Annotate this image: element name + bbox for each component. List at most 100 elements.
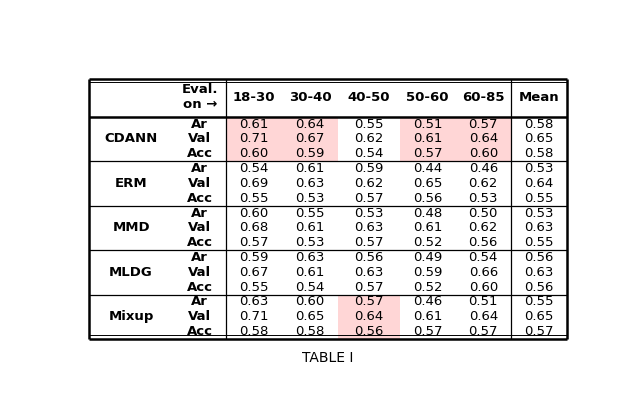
Text: 0.53: 0.53 [295, 192, 324, 205]
Text: 0.56: 0.56 [354, 251, 383, 264]
Text: 0.57: 0.57 [413, 325, 442, 338]
Text: 0.57: 0.57 [413, 147, 442, 160]
Text: Acc: Acc [187, 192, 212, 205]
Text: 0.53: 0.53 [354, 206, 383, 219]
Text: 0.63: 0.63 [296, 251, 324, 264]
Text: Ar: Ar [191, 162, 208, 175]
Bar [227, 131, 282, 146]
Text: 0.67: 0.67 [239, 266, 269, 279]
Bar [338, 324, 399, 339]
Text: 0.61: 0.61 [296, 221, 324, 234]
Text: 0.59: 0.59 [413, 266, 442, 279]
Text: 0.63: 0.63 [524, 266, 554, 279]
Bar [282, 146, 338, 161]
Text: 0.55: 0.55 [239, 281, 269, 294]
Text: 0.64: 0.64 [525, 177, 554, 190]
Text: 0.62: 0.62 [354, 177, 383, 190]
Text: on →: on → [182, 98, 217, 111]
Text: 0.53: 0.53 [468, 192, 498, 205]
Text: 0.48: 0.48 [413, 206, 442, 219]
Bar [456, 117, 511, 131]
Text: 0.46: 0.46 [468, 162, 498, 175]
Text: 0.60: 0.60 [296, 296, 324, 309]
Text: 0.60: 0.60 [468, 281, 498, 294]
Text: ERM: ERM [115, 177, 147, 190]
Text: 0.60: 0.60 [239, 147, 269, 160]
Text: 0.61: 0.61 [413, 132, 442, 146]
Text: 0.58: 0.58 [524, 147, 554, 160]
Text: 0.57: 0.57 [354, 192, 383, 205]
Text: 0.62: 0.62 [468, 221, 498, 234]
Text: 0.54: 0.54 [354, 147, 383, 160]
Text: 0.55: 0.55 [524, 192, 554, 205]
Text: 0.59: 0.59 [354, 162, 383, 175]
Text: 0.50: 0.50 [468, 206, 498, 219]
Text: 0.56: 0.56 [524, 281, 554, 294]
Bar [338, 294, 399, 309]
Text: 0.59: 0.59 [296, 147, 324, 160]
Text: 0.56: 0.56 [524, 251, 554, 264]
Text: 0.61: 0.61 [413, 310, 442, 323]
Text: 0.65: 0.65 [413, 177, 442, 190]
Text: 0.57: 0.57 [354, 296, 383, 309]
Text: 30-40: 30-40 [289, 91, 332, 104]
Text: 0.65: 0.65 [524, 132, 554, 146]
Text: Ar: Ar [191, 251, 208, 264]
Text: TABLE I: TABLE I [302, 351, 354, 364]
Text: 40-50: 40-50 [348, 91, 390, 104]
Text: Val: Val [188, 310, 211, 323]
Text: 0.53: 0.53 [524, 162, 554, 175]
Text: 0.57: 0.57 [354, 236, 383, 249]
Text: Mean: Mean [519, 91, 559, 104]
Text: Ar: Ar [191, 296, 208, 309]
Text: 0.63: 0.63 [296, 177, 324, 190]
Text: 0.64: 0.64 [354, 310, 383, 323]
Text: Val: Val [188, 221, 211, 234]
Text: 0.61: 0.61 [296, 266, 324, 279]
Bar [399, 131, 456, 146]
Text: 0.67: 0.67 [296, 132, 324, 146]
Text: 0.52: 0.52 [413, 281, 442, 294]
Text: 0.55: 0.55 [354, 118, 383, 131]
Text: 0.57: 0.57 [524, 325, 554, 338]
Text: Acc: Acc [187, 325, 212, 338]
Text: Val: Val [188, 177, 211, 190]
Text: 0.63: 0.63 [239, 296, 269, 309]
Text: Val: Val [188, 266, 211, 279]
Text: 0.56: 0.56 [354, 325, 383, 338]
Text: 0.63: 0.63 [524, 221, 554, 234]
Text: 0.56: 0.56 [468, 236, 498, 249]
Text: 0.64: 0.64 [468, 132, 498, 146]
Text: 50-60: 50-60 [406, 91, 449, 104]
Bar [399, 146, 456, 161]
Text: 0.58: 0.58 [524, 118, 554, 131]
Bar [456, 131, 511, 146]
Text: 0.61: 0.61 [413, 221, 442, 234]
Text: 0.53: 0.53 [295, 236, 324, 249]
Text: 0.63: 0.63 [354, 221, 383, 234]
Text: 0.69: 0.69 [239, 177, 269, 190]
Text: 0.68: 0.68 [239, 221, 269, 234]
Text: 0.51: 0.51 [413, 118, 442, 131]
Text: Ar: Ar [191, 206, 208, 219]
Text: 0.57: 0.57 [468, 118, 498, 131]
Text: 0.58: 0.58 [296, 325, 324, 338]
Text: 0.71: 0.71 [239, 132, 269, 146]
Text: 0.63: 0.63 [354, 266, 383, 279]
Text: 0.65: 0.65 [296, 310, 324, 323]
Text: Acc: Acc [187, 147, 212, 160]
Text: 0.57: 0.57 [468, 325, 498, 338]
Text: 0.55: 0.55 [524, 296, 554, 309]
Text: 0.59: 0.59 [239, 251, 269, 264]
Text: 0.66: 0.66 [468, 266, 498, 279]
Text: 0.57: 0.57 [354, 281, 383, 294]
Text: MLDG: MLDG [109, 266, 153, 279]
Text: 0.60: 0.60 [239, 206, 269, 219]
Text: 0.55: 0.55 [524, 236, 554, 249]
Bar [338, 309, 399, 324]
Text: 0.54: 0.54 [468, 251, 498, 264]
Text: 0.55: 0.55 [295, 206, 324, 219]
Text: 0.61: 0.61 [296, 162, 324, 175]
Text: 0.53: 0.53 [524, 206, 554, 219]
Text: 0.46: 0.46 [413, 296, 442, 309]
